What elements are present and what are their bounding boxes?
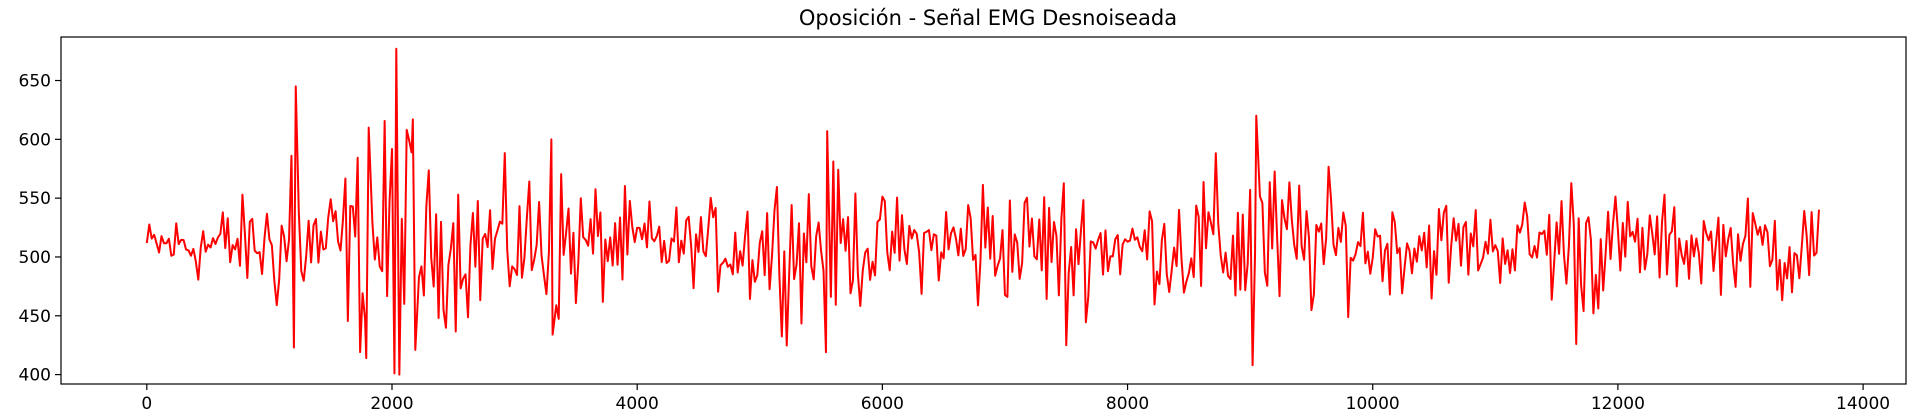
series-line: [145, 47, 1820, 376]
y-tick-label: 600: [19, 130, 51, 150]
y-tick-label: 500: [19, 248, 51, 268]
x-axis: 0 2000 4000 6000 8000 10000 12000 14000: [141, 384, 1890, 414]
x-tick-label: 10000: [1346, 394, 1400, 414]
y-tick-label: 650: [19, 72, 51, 92]
y-tick-label: 450: [19, 307, 51, 327]
x-tick-label: 2000: [370, 394, 413, 414]
y-axis: 400 450 500 550 600 650: [19, 72, 61, 386]
plot-frame: [60, 36, 1907, 385]
x-tick-label: 0: [141, 394, 152, 414]
x-tick-label: 8000: [1106, 394, 1149, 414]
x-tick-label: 4000: [616, 394, 659, 414]
y-tick-label: 400: [19, 366, 51, 386]
x-tick-label: 6000: [861, 394, 904, 414]
x-tick-label: 14000: [1836, 394, 1890, 414]
chart-title: Oposición - Señal EMG Desnoiseada: [799, 6, 1177, 30]
y-tick-label: 550: [19, 189, 51, 209]
x-tick-label: 12000: [1591, 394, 1645, 414]
